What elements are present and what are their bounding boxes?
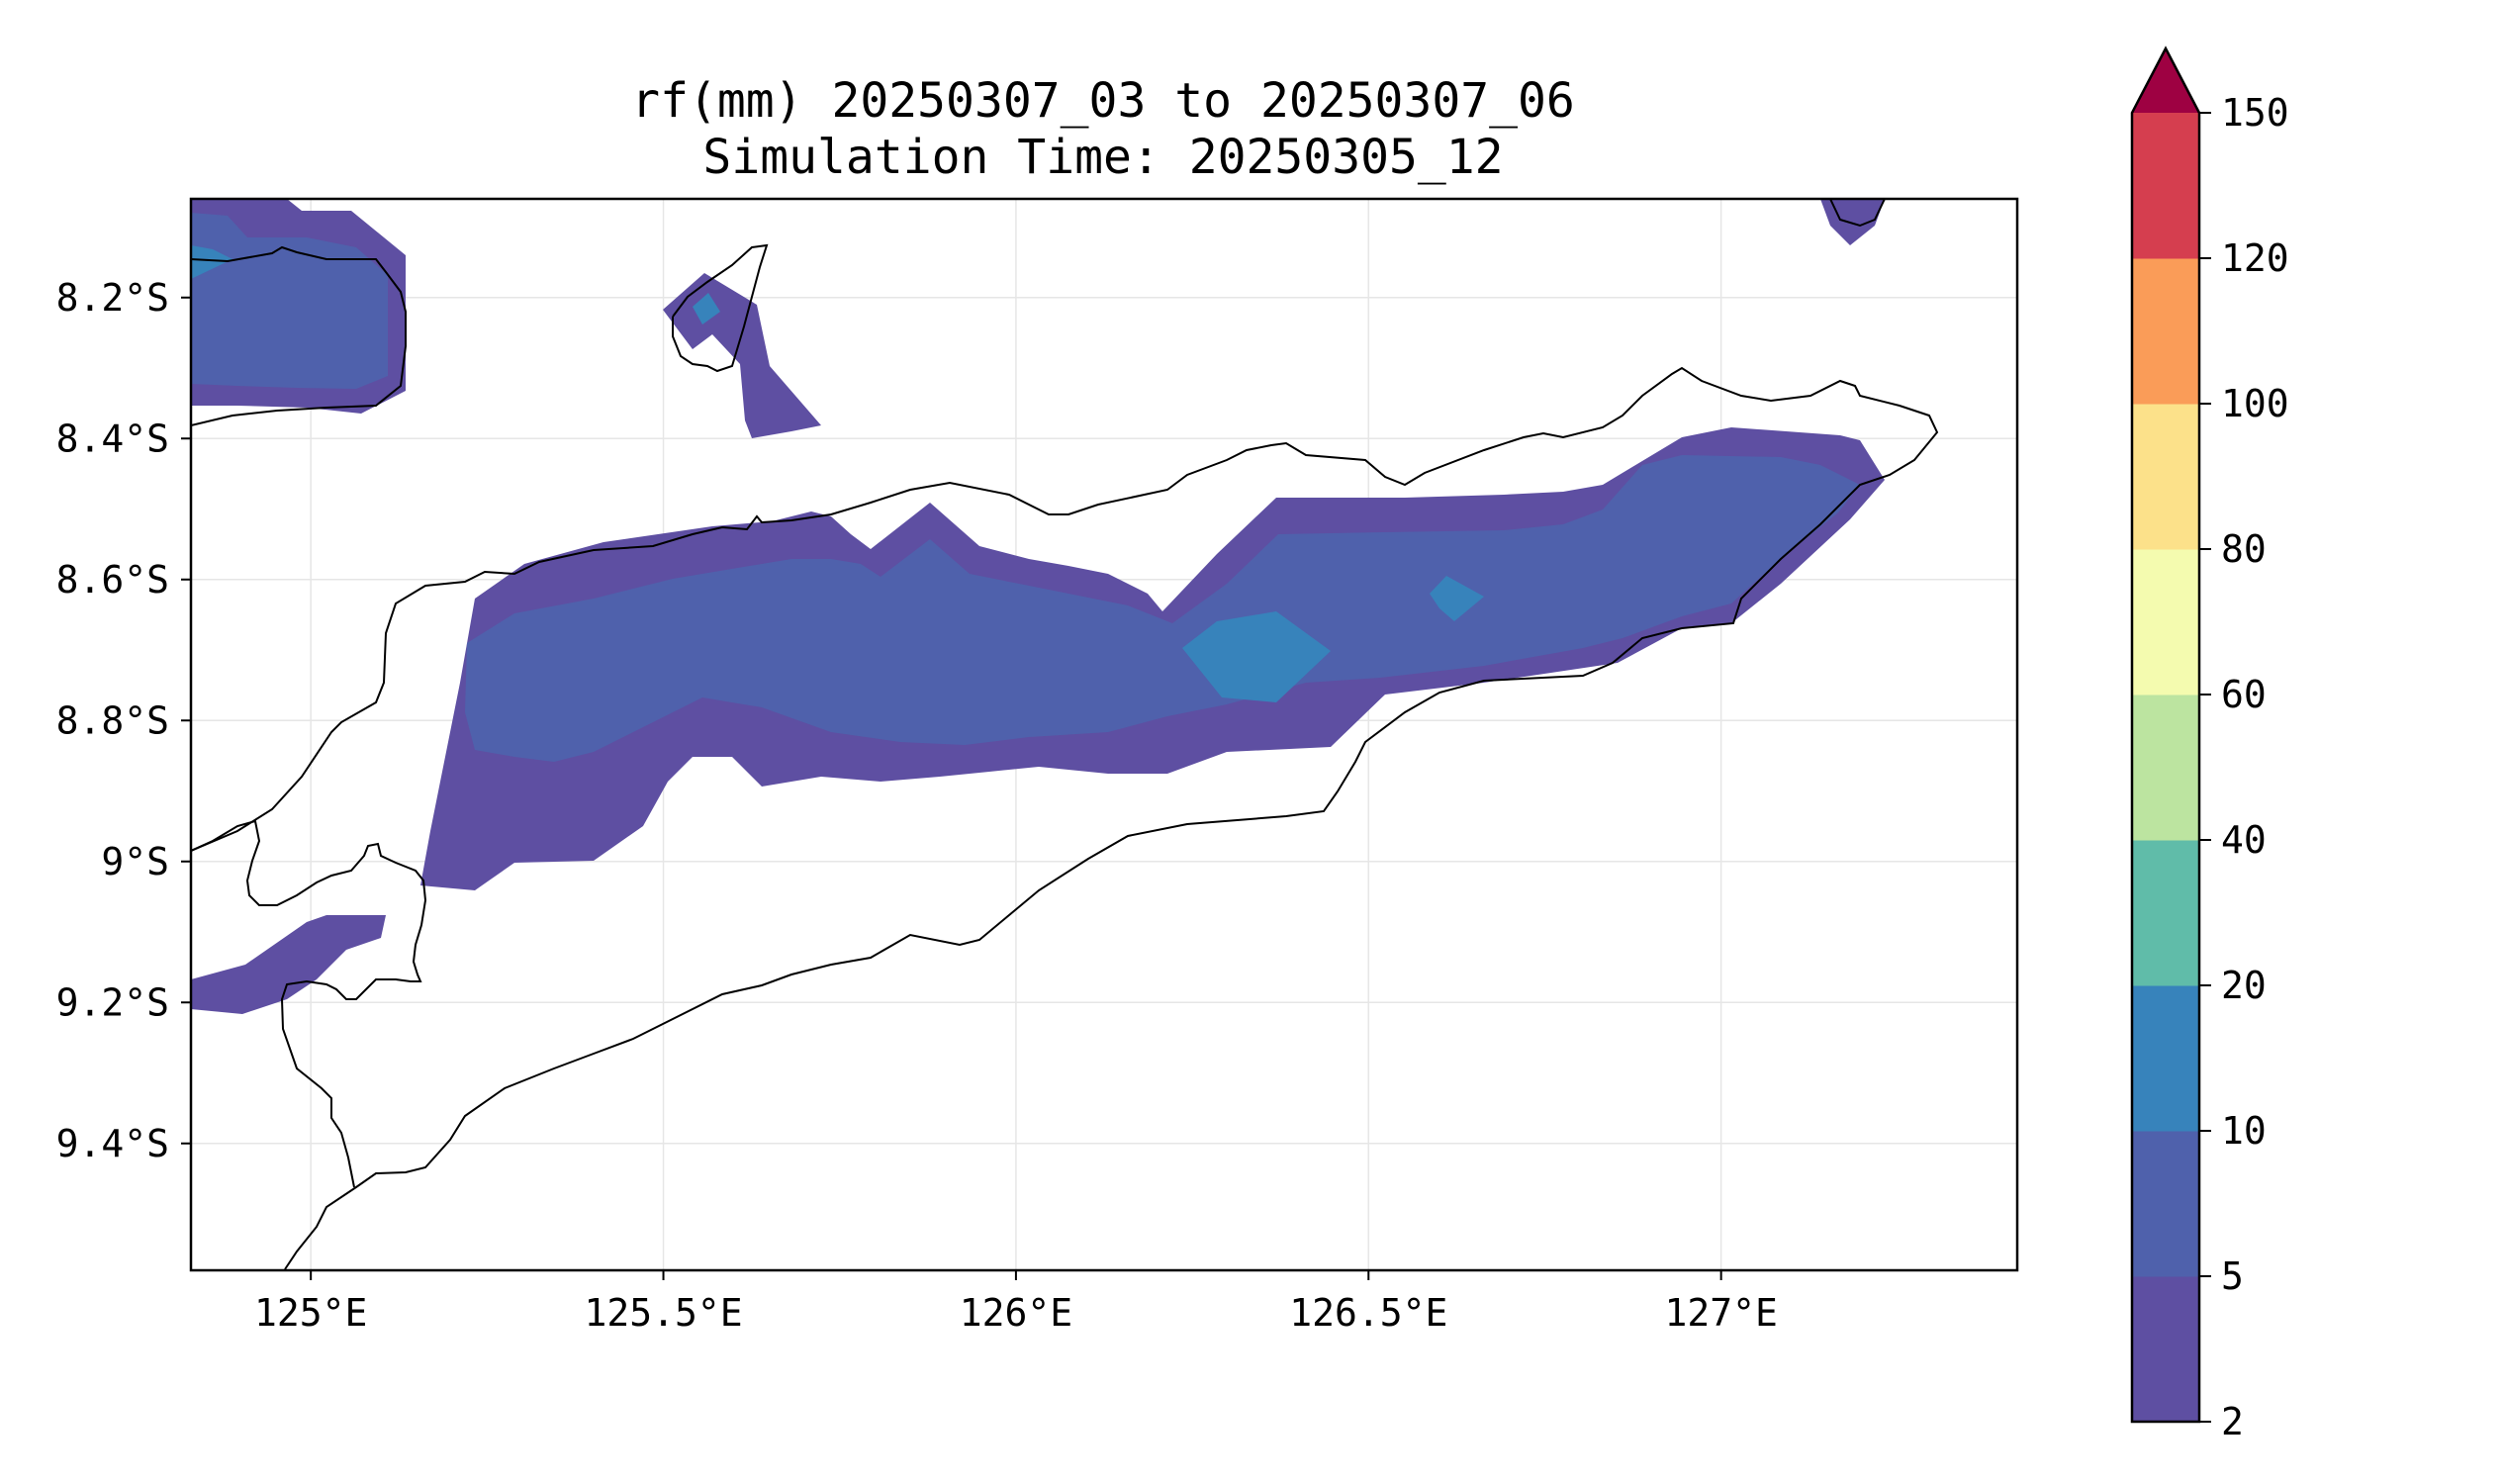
lat-tick-label: 8.6°S — [56, 558, 169, 602]
rain-area-core-small — [1430, 576, 1484, 621]
rain-area-northwest-inner — [191, 213, 388, 389]
colorbar-tick-label: 100 — [2221, 382, 2289, 425]
lon-tick-label: 127°E — [1664, 1291, 1777, 1335]
colorbar-segment — [2132, 695, 2199, 841]
lon-tick-label: 126°E — [960, 1291, 1072, 1335]
colorbar-tick-label: 40 — [2221, 818, 2267, 862]
colorbar-outline — [2130, 46, 2201, 1424]
lat-tick-label: 9.2°S — [56, 980, 169, 1024]
coastlines — [191, 199, 1939, 1270]
colorbar-segment — [2132, 1276, 2199, 1423]
lon-tick-label: 126.5°E — [1289, 1291, 1447, 1335]
coastline-atauro-island — [672, 243, 769, 373]
lon-tick-label: 125.5°E — [584, 1291, 742, 1335]
lat-tick-label: 8.4°S — [56, 417, 169, 460]
rain-area-main-band-inner — [465, 455, 1860, 762]
rain-area-core-east — [1182, 611, 1331, 702]
colorbar-tick-label: 20 — [2221, 964, 2267, 1007]
coastline-northeast-islet — [1829, 199, 1886, 228]
coastline-timor-north — [191, 366, 1939, 1270]
coastline-west-islands — [191, 245, 407, 426]
rainfall-band-10-20mm — [191, 245, 1484, 702]
colorbar-segment — [2132, 549, 2199, 696]
lat-tick-label: 9°S — [101, 840, 169, 883]
colorbar-tick-label: 60 — [2221, 673, 2267, 716]
colorbar-segment — [2132, 1131, 2199, 1277]
figure-title-line2: Simulation Time: 20250305_12 — [702, 130, 1503, 185]
colorbar-segment — [2132, 404, 2199, 550]
figure-title-line1: rf(mm) 20250307_03 to 20250307_06 — [631, 73, 1575, 129]
map-axes: 125°E 125.5°E 126°E 126.5°E 127°E 8.2°S 8.4°S 8… — [56, 276, 1778, 1335]
colorbar-extend-arrow — [2132, 48, 2199, 113]
colorbar-segment — [2132, 985, 2199, 1132]
colorbar-segment — [2132, 258, 2199, 405]
lon-tick-label: 125°E — [254, 1291, 367, 1335]
lat-tick-label: 9.4°S — [56, 1122, 169, 1165]
colorbar-tick-label: 120 — [2221, 236, 2289, 280]
colorbar-segment — [2132, 840, 2199, 986]
lat-tick-label: 8.2°S — [56, 276, 169, 320]
colorbar-tick-label: 10 — [2221, 1109, 2267, 1153]
map-frame — [189, 197, 2019, 1272]
rain-area-northwest-core — [191, 245, 232, 279]
lat-tick-label: 8.8°S — [56, 698, 169, 742]
coastline-oecusse-enclave — [191, 819, 427, 1188]
rain-area-island-core — [693, 293, 720, 325]
rain-area-southwest — [191, 915, 386, 1014]
rainfall-band-5-10mm — [191, 213, 1860, 762]
colorbar: 2 5 10 20 40 60 80 100 120 150 — [2130, 46, 2289, 1443]
colorbar-tick-label: 2 — [2221, 1400, 2244, 1443]
colorbar-tick-label: 5 — [2221, 1254, 2244, 1298]
colorbar-tick-label: 150 — [2221, 91, 2289, 135]
colorbar-tick-label: 80 — [2221, 527, 2267, 571]
colorbar-segment — [2132, 113, 2199, 259]
